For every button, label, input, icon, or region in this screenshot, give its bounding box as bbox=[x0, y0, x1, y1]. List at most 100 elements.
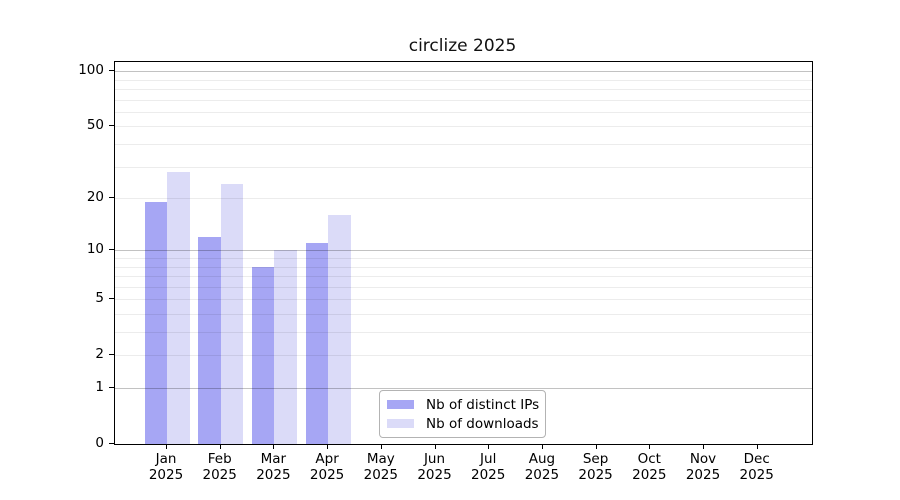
x-tick-label-jan: Jan 2025 bbox=[134, 451, 198, 483]
x-tick bbox=[219, 444, 221, 449]
x-tick-month: Nov bbox=[689, 451, 717, 467]
gridline-major bbox=[115, 71, 812, 73]
x-tick-label-dec: Dec 2025 bbox=[725, 451, 789, 483]
y-tick bbox=[109, 70, 114, 72]
bar-feb-downloads bbox=[220, 184, 244, 444]
gridline-minor bbox=[115, 79, 812, 81]
x-tick-year: 2025 bbox=[148, 467, 184, 483]
gridline-major bbox=[115, 250, 812, 252]
bar-apr-downloads bbox=[328, 215, 351, 444]
legend-swatch-distinct-ips bbox=[387, 400, 414, 409]
gridline-minor bbox=[115, 166, 812, 168]
x-tick-month: May bbox=[366, 451, 395, 467]
x-tick bbox=[541, 444, 543, 449]
x-tick-label-sep: Sep 2025 bbox=[564, 451, 628, 483]
y-tick bbox=[109, 125, 114, 127]
x-tick-label-jun: Jun 2025 bbox=[403, 451, 467, 483]
x-tick-label-apr: Apr 2025 bbox=[295, 451, 359, 483]
x-tick-year: 2025 bbox=[256, 467, 291, 483]
x-tick bbox=[434, 444, 436, 449]
gridline-minor bbox=[115, 99, 812, 101]
gridline-minor bbox=[115, 126, 812, 128]
bar-mar-ips bbox=[251, 266, 275, 444]
gridline-minor bbox=[115, 314, 812, 315]
legend-item-distinct-ips: Nb of distinct IPs bbox=[387, 396, 540, 413]
legend-swatch-downloads bbox=[387, 419, 414, 428]
x-tick-label-oct: Oct 2025 bbox=[617, 451, 681, 483]
chart-title: circlize 2025 bbox=[408, 36, 517, 56]
x-tick bbox=[703, 444, 704, 449]
x-tick-year: 2025 bbox=[685, 467, 721, 483]
x-tick-month: Oct bbox=[637, 451, 661, 467]
y-tick-label: 1 bbox=[95, 379, 104, 395]
x-tick-year: 2025 bbox=[739, 467, 774, 483]
gridline-minor bbox=[115, 198, 812, 200]
legend-label-distinct-ips: Nb of distinct IPs bbox=[426, 396, 540, 413]
x-tick bbox=[166, 444, 167, 449]
x-tick-month: Jun bbox=[423, 451, 446, 467]
bar-feb-ips bbox=[198, 236, 221, 444]
legend-label-downloads: Nb of downloads bbox=[426, 415, 539, 432]
x-tick bbox=[595, 444, 597, 449]
x-tick-year: 2025 bbox=[202, 467, 237, 483]
x-tick-year: 2025 bbox=[417, 467, 452, 483]
bar-jan-downloads bbox=[167, 172, 190, 444]
x-tick-year: 2025 bbox=[524, 467, 560, 483]
gridline-minor bbox=[115, 144, 812, 146]
x-tick-label-mar: Mar 2025 bbox=[241, 451, 305, 483]
x-tick-month: Dec bbox=[743, 451, 770, 467]
gridline-minor bbox=[115, 266, 812, 268]
y-tick-label: 2 bbox=[95, 346, 104, 363]
y-tick-label: 0 bbox=[95, 435, 104, 451]
y-tick-label: 100 bbox=[78, 62, 104, 79]
gridline-minor bbox=[115, 89, 812, 91]
y-tick bbox=[109, 298, 114, 300]
x-tick-month: Apr bbox=[315, 451, 339, 467]
x-tick-label-feb: Feb 2025 bbox=[188, 451, 252, 483]
y-tick-label: 5 bbox=[95, 290, 104, 307]
bar-jan-ips bbox=[144, 202, 167, 444]
x-tick-year: 2025 bbox=[471, 467, 506, 483]
x-tick bbox=[327, 444, 329, 449]
y-tick bbox=[109, 354, 114, 356]
y-tick-label: 50 bbox=[86, 117, 104, 134]
x-tick-year: 2025 bbox=[632, 467, 667, 483]
x-tick-month: Aug bbox=[528, 451, 556, 467]
x-tick-label-jul: Jul 2025 bbox=[456, 451, 520, 483]
gridline-minor bbox=[115, 299, 812, 301]
x-tick bbox=[380, 444, 382, 449]
gridline-minor bbox=[115, 258, 812, 260]
y-tick-label: 10 bbox=[86, 241, 104, 258]
x-tick-year: 2025 bbox=[578, 467, 613, 483]
gridline-minor bbox=[115, 332, 812, 334]
y-tick bbox=[109, 387, 114, 388]
x-tick-year: 2025 bbox=[363, 467, 398, 483]
x-tick-label-aug: Aug 2025 bbox=[510, 451, 574, 483]
y-tick bbox=[109, 443, 114, 444]
bar-apr-ips bbox=[305, 243, 329, 444]
gridline-minor bbox=[115, 111, 812, 113]
y-tick-label: 20 bbox=[86, 189, 104, 206]
legend: Nb of distinct IPs Nb of downloads bbox=[379, 390, 546, 438]
gridline-minor bbox=[115, 355, 812, 357]
x-tick-year: 2025 bbox=[309, 467, 345, 483]
x-tick-month: Sep bbox=[582, 451, 609, 467]
bar-mar-downloads bbox=[274, 250, 297, 444]
x-tick-month: Jan bbox=[155, 451, 177, 467]
x-tick bbox=[273, 444, 275, 449]
x-tick bbox=[649, 444, 651, 449]
y-tick bbox=[109, 249, 114, 251]
x-tick bbox=[756, 444, 758, 449]
gridline-major bbox=[115, 388, 812, 389]
x-tick-label-may: May 2025 bbox=[349, 451, 413, 483]
plot-area: Nb of distinct IPs Nb of downloads bbox=[114, 61, 813, 445]
x-tick-month: Feb bbox=[207, 451, 232, 467]
gridline-minor bbox=[115, 276, 812, 278]
x-tick-month: Jul bbox=[480, 451, 497, 467]
x-tick bbox=[488, 444, 490, 449]
y-tick bbox=[109, 197, 114, 199]
x-tick-month: Mar bbox=[260, 451, 287, 467]
gridline-minor bbox=[115, 286, 812, 288]
legend-item-downloads: Nb of downloads bbox=[387, 415, 539, 432]
